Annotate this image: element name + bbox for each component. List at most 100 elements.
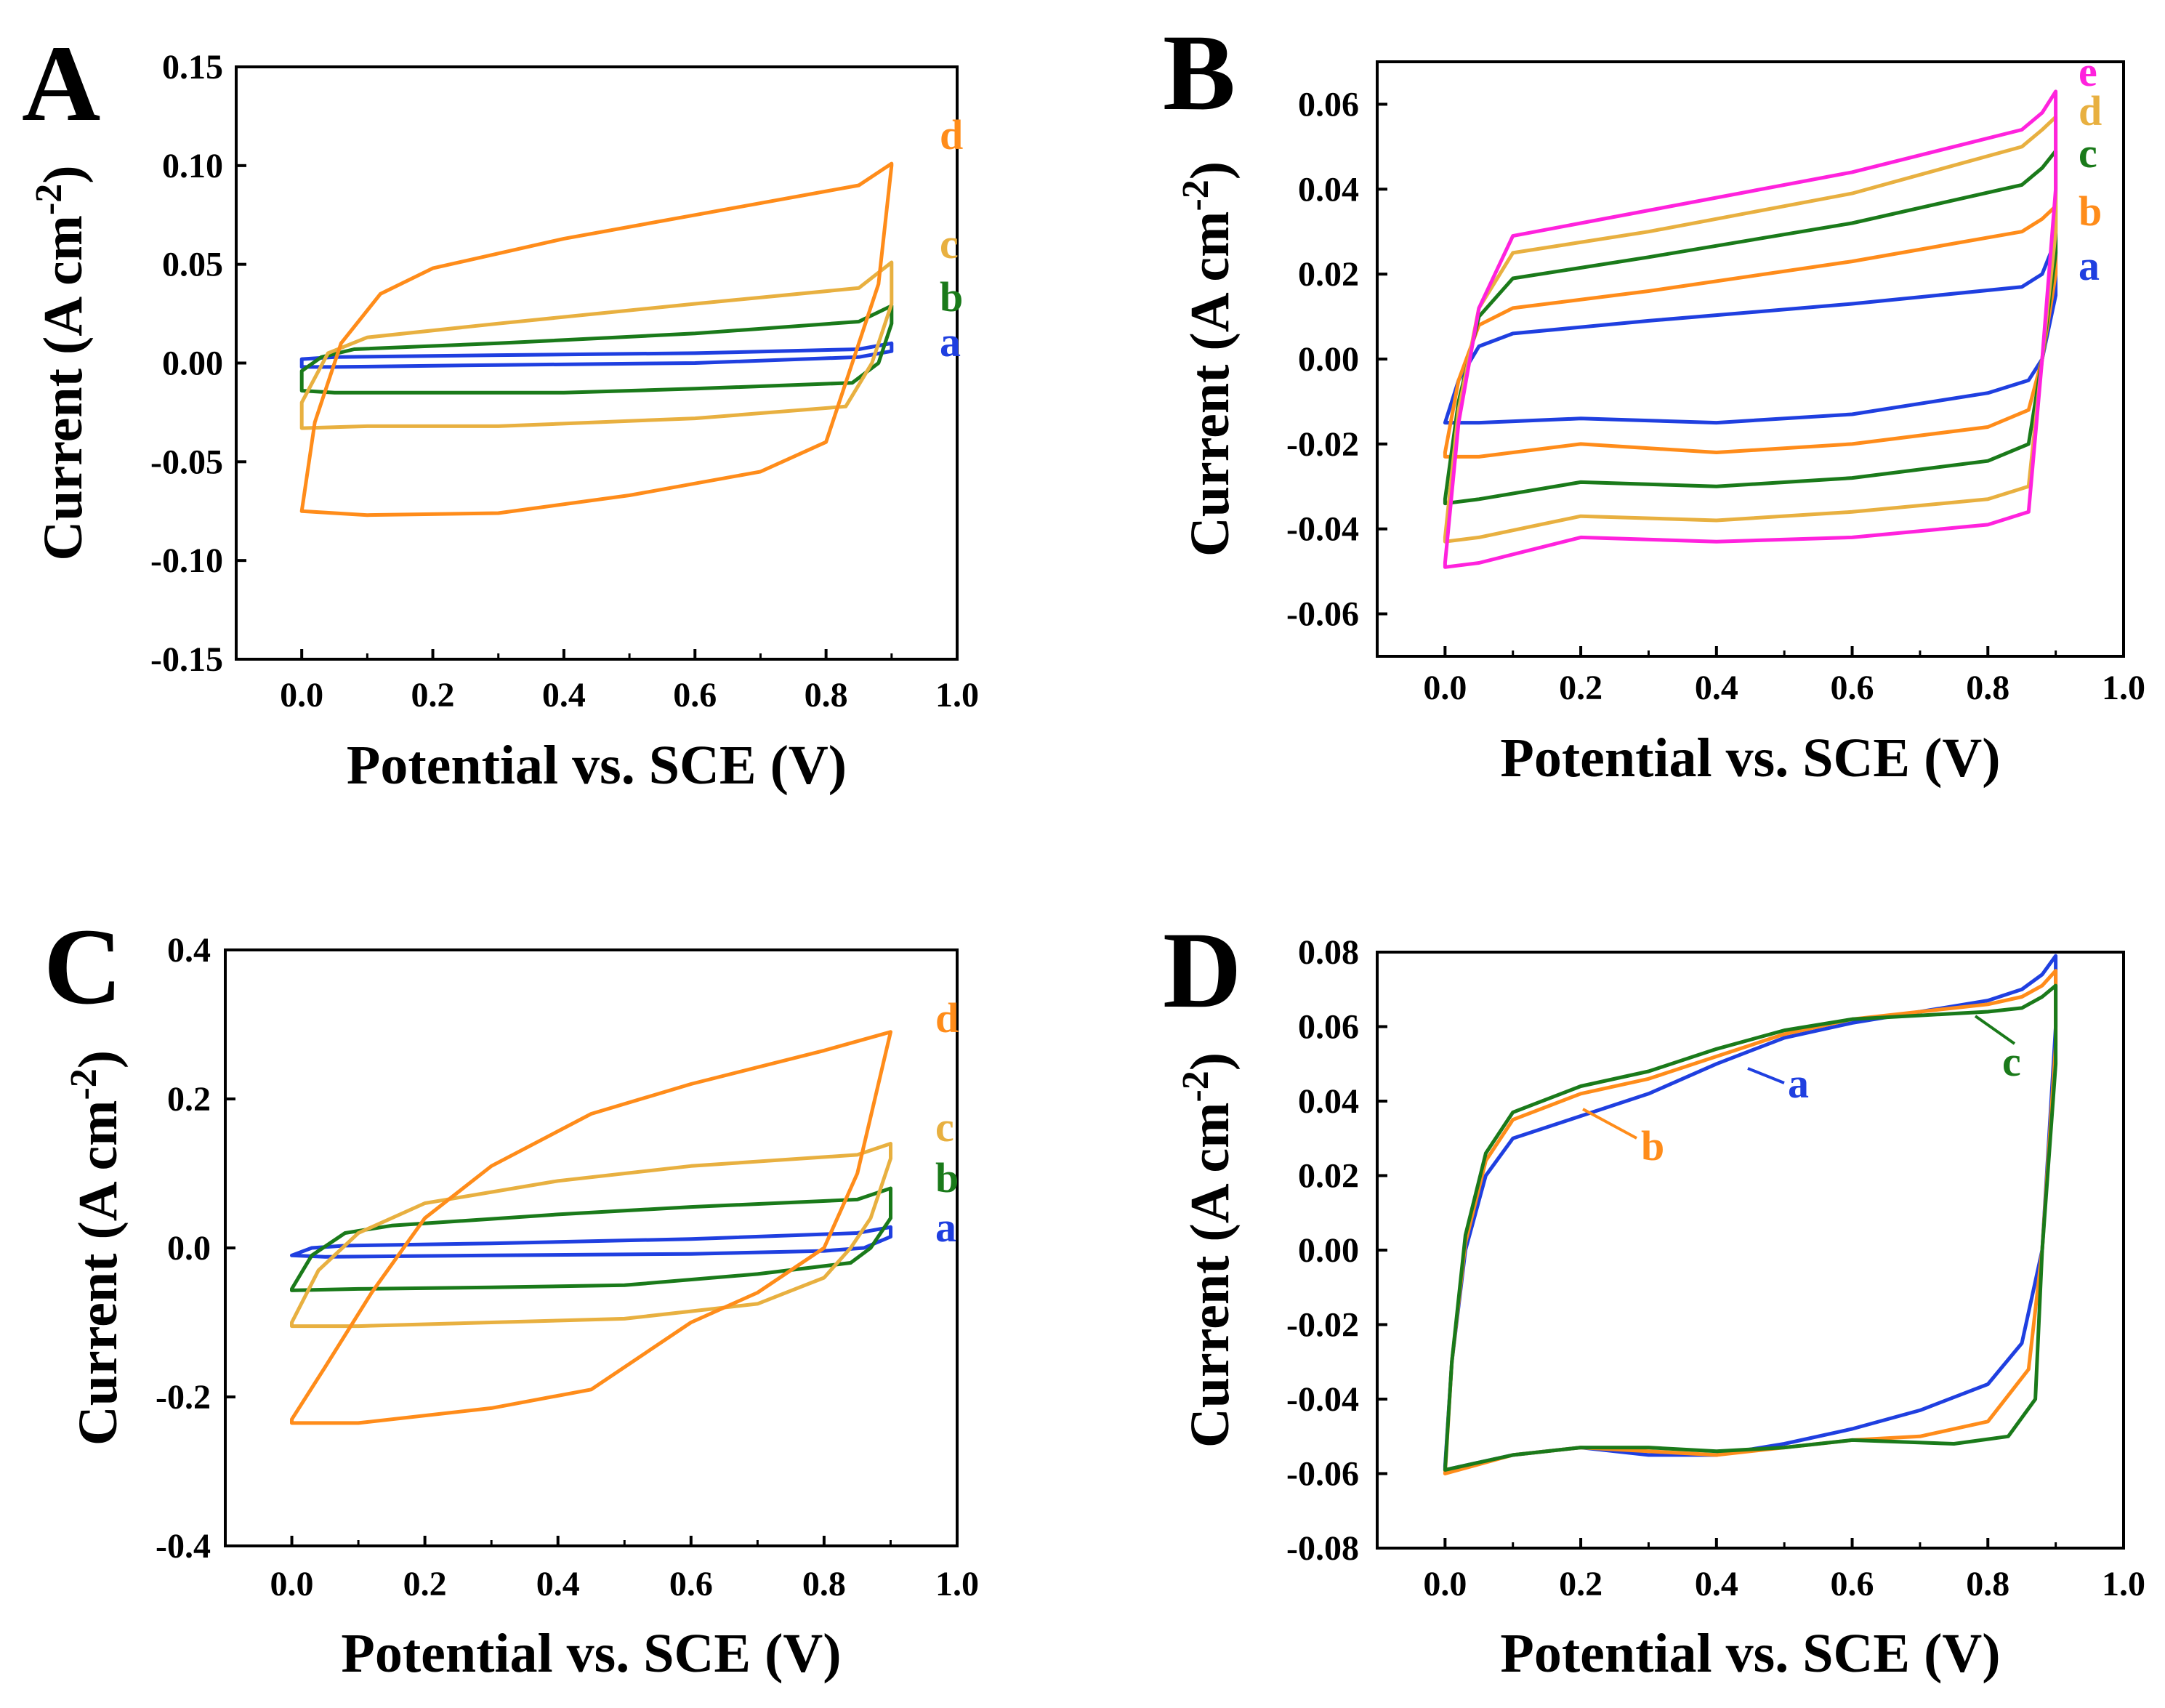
series-label-a: a	[935, 1204, 956, 1251]
y-tick-label: 0.00	[1298, 340, 1359, 379]
y-tick-label: -0.02	[1286, 1306, 1359, 1345]
series-label-c: c	[935, 1103, 954, 1151]
x-tick-label: 0.4	[542, 676, 586, 714]
y-tick-label: -0.15	[150, 640, 223, 679]
y-tick-label: 0.02	[1298, 255, 1359, 294]
y-tick-label: 0.05	[162, 246, 223, 284]
y-tick-label: 0.04	[1298, 1082, 1359, 1121]
series-label-b: b	[935, 1154, 959, 1201]
series-curve-d	[290, 1030, 892, 1425]
y-tick-label: 0.15	[162, 48, 223, 86]
panel-c: C 0.0 0.2 0.4 0.6 0.8 1.0 -0.4 -0.2 0.0 0.2 0.4 Pote…	[44, 906, 979, 1684]
annotation-arrow-a	[1747, 1067, 1785, 1084]
series-label-d: d	[940, 111, 963, 158]
x-tick-label: 1.0	[935, 1565, 979, 1603]
series-label-a: a	[1788, 1060, 1809, 1107]
y-tick-label: 0.4	[167, 931, 211, 970]
y-tick-label: -0.04	[1286, 1380, 1359, 1419]
x-tick-label: 0.2	[1559, 669, 1602, 707]
x-tick-label: 0.8	[805, 676, 848, 714]
x-tick-label: 0.8	[1966, 669, 2009, 707]
series-curve-c	[299, 260, 894, 430]
y-tick-label: -0.4	[156, 1527, 211, 1566]
x-tick-label: 0.8	[1966, 1565, 2009, 1603]
y-tick-label: 0.02	[1298, 1157, 1359, 1196]
series-curve-a	[1443, 238, 2058, 425]
panel-letter: D	[1163, 910, 1241, 1031]
y-tick-label: 0.08	[1298, 933, 1359, 972]
series-label-a: a	[2079, 242, 2100, 289]
panel-d: D 0.0 0.2 0.4 0.6 0.8 1.0 -0.08 -0.06 -0.04 -0.02 0…	[1163, 910, 2145, 1684]
x-tick-label: 0.2	[1559, 1565, 1602, 1603]
y-tick-label: 0.00	[162, 345, 223, 383]
annotation-arrow-c	[1974, 1015, 2016, 1045]
series-label-e: e	[2079, 48, 2097, 95]
x-tick-label: 0.4	[1695, 1565, 1738, 1603]
y-tick-label: 0.10	[162, 147, 223, 185]
panel-letter: B	[1163, 12, 1235, 133]
x-tick-label: 0.0	[280, 676, 323, 714]
series-curve-c	[1443, 149, 2058, 506]
series-curve-b	[290, 1186, 892, 1292]
x-tick-label: 0.4	[536, 1565, 580, 1603]
x-axis-title: Potential vs. SCE (V)	[341, 1623, 841, 1684]
y-tick-label: -0.05	[150, 443, 223, 481]
x-tick-label: 1.0	[935, 676, 979, 714]
x-axis-title: Potential vs. SCE (V)	[1500, 728, 2000, 789]
series-curve-c	[1443, 983, 2058, 1472]
x-tick-label: 0.6	[1831, 1565, 1874, 1603]
x-axis-title: Potential vs. SCE (V)	[347, 735, 847, 796]
x-tick-label: 0.6	[1831, 669, 1874, 707]
x-tick-label: 0.8	[802, 1565, 846, 1603]
x-tick-label: 0.4	[1695, 669, 1738, 707]
series-curve-e	[1443, 89, 2058, 569]
y-axis-title: Current (A cm-2)	[28, 165, 94, 560]
y-axis-title: Current (A cm-2)	[1175, 161, 1241, 557]
y-tick-label: -0.06	[1286, 1455, 1359, 1494]
y-axis-title: Current (A cm-2)	[63, 1050, 129, 1446]
x-axis-title: Potential vs. SCE (V)	[1500, 1623, 2000, 1684]
series-label-c: c	[940, 220, 959, 267]
series-curve-a	[1443, 954, 2058, 1472]
panel-b: B 0.0 0.2 0.4 0.6 0.8 1.0 -0.06 -0.04 -0.02 0.00 0.…	[1163, 12, 2145, 789]
y-tick-label: 0.2	[167, 1080, 211, 1119]
y-tick-label: 0.04	[1298, 170, 1359, 209]
x-tick-label: 0.6	[673, 676, 717, 714]
x-tick-label: 0.6	[669, 1565, 713, 1603]
y-tick-label: -0.04	[1286, 510, 1359, 549]
y-tick-label: -0.2	[156, 1378, 211, 1417]
x-tick-label: 0.2	[403, 1565, 447, 1603]
y-tick-label: 0.06	[1298, 1008, 1359, 1047]
y-tick-label: -0.10	[150, 541, 223, 580]
y-tick-label: -0.08	[1286, 1529, 1359, 1568]
series-curve-b	[299, 304, 894, 395]
y-tick-label: 0.0	[167, 1229, 211, 1268]
series-label-d: d	[2079, 87, 2102, 134]
y-axis-title: Current (A cm-2)	[1175, 1052, 1241, 1448]
series-label-d: d	[935, 994, 959, 1042]
series-label-c: c	[2002, 1038, 2021, 1085]
series-curve-b	[1443, 204, 2058, 459]
y-tick-label: -0.02	[1286, 425, 1359, 464]
y-tick-label: 0.06	[1298, 85, 1359, 124]
panel-letter: C	[44, 906, 122, 1027]
series-curve-d	[299, 161, 894, 517]
series-label-b: b	[2079, 188, 2102, 235]
x-tick-label: 1.0	[2102, 669, 2145, 707]
series-label-a: a	[940, 318, 961, 366]
x-tick-label: 0.0	[270, 1565, 314, 1603]
series-curve-d	[1443, 115, 2058, 544]
panel-letter: A	[22, 23, 100, 144]
series-label-b: b	[940, 273, 963, 321]
x-tick-label: 0.0	[1423, 669, 1467, 707]
series-label-c: c	[2079, 129, 2097, 177]
y-tick-label: 0.00	[1298, 1231, 1359, 1270]
x-tick-label: 0.2	[411, 676, 455, 714]
series-curve-a	[290, 1225, 892, 1259]
series-label-b: b	[1641, 1122, 1664, 1169]
panel-a: A 0.0 0.2 0.4 0.6 0.8 1.0 -0.15 -0.10 -0.05 0.00 0.…	[22, 23, 979, 796]
annotation-arrow-b	[1582, 1108, 1637, 1140]
y-tick-label: -0.06	[1286, 595, 1359, 634]
x-tick-label: 0.0	[1423, 1565, 1467, 1603]
